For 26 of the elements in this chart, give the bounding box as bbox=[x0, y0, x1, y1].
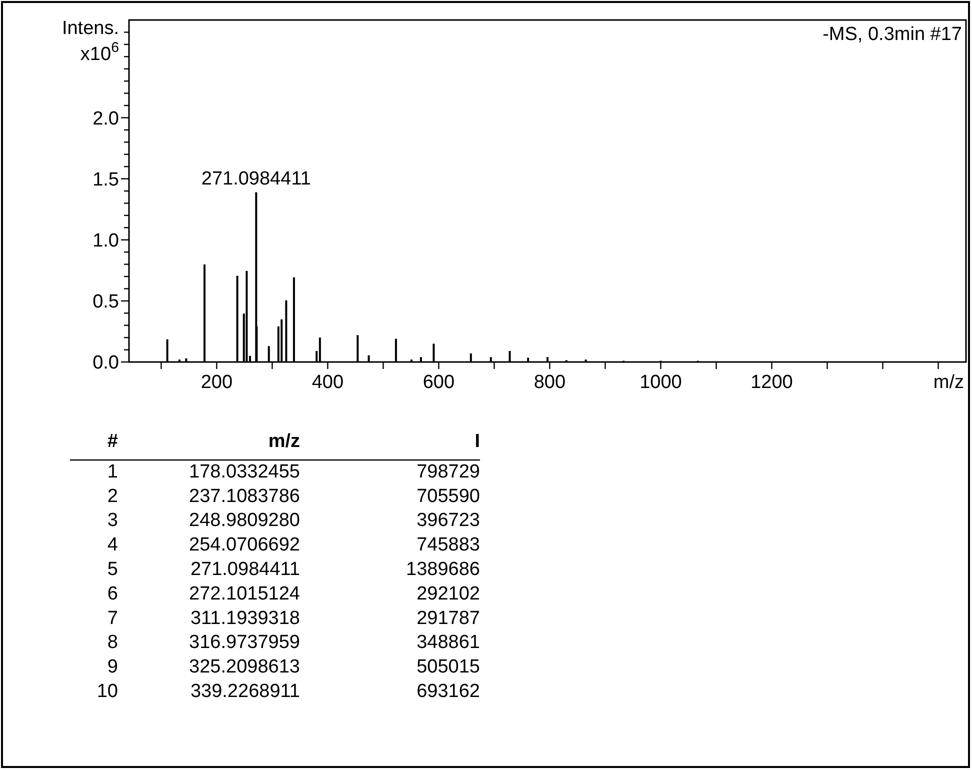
text: 8 316.9737959 348861 bbox=[107, 632, 480, 654]
y-tick-label: 0.0 bbox=[92, 352, 119, 374]
y-tick-label: 0.5 bbox=[92, 292, 119, 313]
x-tick-label: 1000 bbox=[640, 372, 682, 393]
x-tick-label: 1200 bbox=[750, 372, 793, 393]
text: # m/z I bbox=[107, 431, 480, 452]
x-tick-label: 400 bbox=[312, 372, 344, 393]
y-tick-label: 2.0 bbox=[92, 108, 119, 130]
text: 3 248.9809280 396723 bbox=[107, 510, 480, 532]
text: 9 325.2098613 505015 bbox=[107, 656, 480, 678]
x-tick-label: 600 bbox=[422, 372, 455, 393]
x-tick-label: 200 bbox=[200, 372, 233, 393]
text: 7 311.1939318 291787 bbox=[107, 608, 480, 629]
text: 2 237.1083786 705590 bbox=[107, 486, 480, 507]
y-tick-label: 1.0 bbox=[92, 230, 119, 252]
text: 1 178.0332455 798729 bbox=[107, 461, 480, 482]
text: 4 254.0706692 745883 bbox=[107, 534, 480, 556]
text: 10 339.2268911 693162 bbox=[96, 681, 480, 702]
text: 5 271.0984411 1389686 bbox=[107, 559, 480, 580]
chart-title: -MS, 0.3min #17 bbox=[822, 24, 962, 45]
annotation: 271.0984411 bbox=[201, 168, 311, 190]
x-tick-label: 800 bbox=[534, 372, 566, 393]
x-axis-title: m/z bbox=[933, 372, 964, 393]
y-axis-title: Intens. x10$^{6}$ bbox=[62, 18, 120, 65]
y-tick-label: 1.5 bbox=[92, 169, 119, 190]
text: 6 272.1015124 292102 bbox=[107, 583, 480, 604]
